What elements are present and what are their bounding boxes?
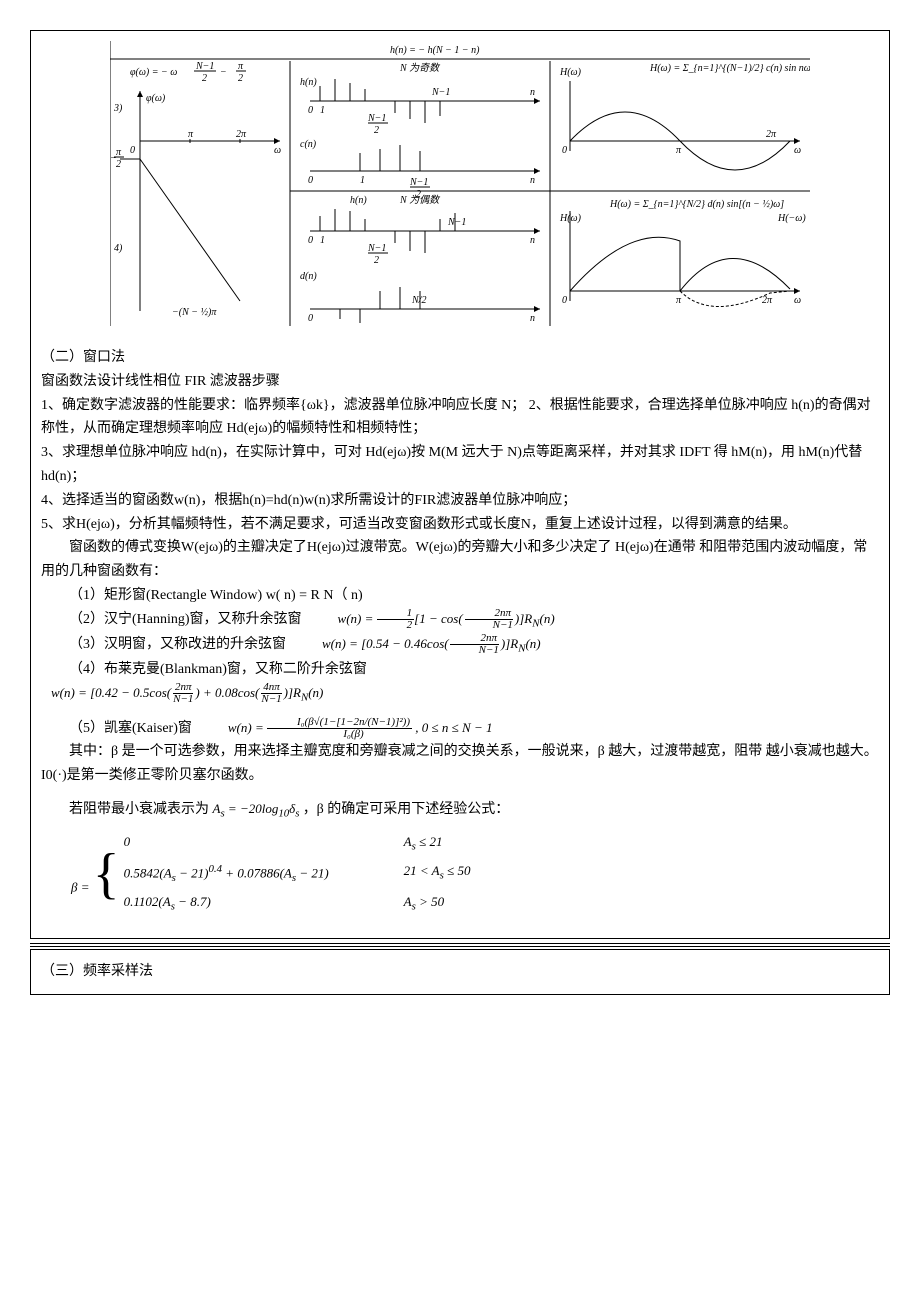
svg-text:2π: 2π	[766, 129, 777, 140]
svg-text:−(N − ½)π: −(N − ½)π	[172, 307, 217, 318]
w2-formula: w(n) = 12[1 − cos(2nπN−1)]RN(n)	[310, 608, 555, 633]
svg-text:N−1: N−1	[367, 113, 386, 124]
svg-text:N 为偶数: N 为偶数	[399, 194, 441, 206]
svg-text:c(n): c(n)	[300, 139, 317, 150]
sec2-title: （二）窗口法	[41, 346, 879, 370]
as-post: ，β 的确定可采用下述经验公式：	[303, 802, 510, 817]
fir-diagrams-svg: h(n) = − h(N − 1 − n) 3) 4) φ(ω) = − ω N…	[110, 41, 810, 326]
svg-text:h(n): h(n)	[350, 195, 367, 206]
window-1: （1）矩形窗(Rectangle Window) w( n) = R N（ n)	[41, 584, 879, 608]
step-1-2: 1、确定数字滤波器的性能要求：临界频率{ωk}，滤波器单位脉冲响应长度 N； 2…	[41, 394, 879, 442]
svg-text:H(ω): H(ω)	[559, 67, 582, 78]
w4-label: （4）布莱克曼(Blankman)窗，又称二阶升余弦窗	[41, 658, 879, 682]
svg-text:2π: 2π	[762, 295, 773, 306]
svg-text:0: 0	[308, 175, 313, 186]
page-frame-2: （三）频率采样法	[30, 949, 890, 995]
svg-text:N 为奇数: N 为奇数	[399, 62, 441, 74]
svg-text:π: π	[188, 129, 194, 140]
svg-text:2: 2	[116, 159, 121, 170]
svg-text:ω: ω	[794, 295, 801, 306]
section-2: （二）窗口法 窗函数法设计线性相位 FIR 滤波器步骤 1、确定数字滤波器的性能…	[41, 346, 879, 916]
svg-text:N−1: N−1	[447, 217, 466, 228]
step-3: 3、求理想单位脉冲响应 hd(n)，在实际计算中，可对 Hd(ejω)按 M(M…	[41, 441, 879, 489]
w4-formula: w(n) = [0.42 − 0.5cos(2nπN−1) + 0.08cos(…	[51, 682, 879, 707]
svg-text:ω: ω	[274, 145, 281, 156]
as-line: 若阻带最小衰减表示为 As = −20log10δs ，β 的确定可采用下述经验…	[41, 798, 879, 823]
svg-text:H(−ω): H(−ω)	[777, 213, 806, 224]
svg-text:0: 0	[562, 145, 567, 156]
case1-f: 0	[124, 831, 404, 856]
svg-text:n: n	[530, 235, 535, 246]
svg-text:2π: 2π	[236, 129, 247, 140]
svg-text:h(n): h(n)	[300, 77, 317, 88]
w3-label: （3）汉明窗，又称改进的升余弦窗	[41, 633, 286, 657]
as-formula: As = −20log10δs	[213, 801, 303, 816]
window-5: （5）凯塞(Kaiser)窗 w(n) = I₀(β√(1−[1−2n/(N−1…	[41, 717, 879, 741]
svg-text:h(n) = − h(N − 1 − n): h(n) = − h(N − 1 − n)	[390, 45, 480, 56]
svg-text:2: 2	[238, 73, 243, 84]
svg-text:n: n	[530, 313, 535, 324]
svg-text:4): 4)	[114, 243, 123, 254]
svg-text:n: n	[530, 175, 535, 186]
svg-text:N/2: N/2	[411, 295, 426, 306]
gap-rule-2	[30, 946, 890, 947]
svg-text:0: 0	[130, 145, 135, 156]
window-3: （3）汉明窗，又称改进的升余弦窗 w(n) = [0.54 − 0.46cos(…	[41, 633, 879, 658]
svg-text:N−1: N−1	[195, 61, 214, 72]
as-pre: 若阻带最小衰减表示为	[69, 802, 209, 817]
svg-text:ω: ω	[794, 145, 801, 156]
svg-text:φ(ω): φ(ω)	[146, 93, 166, 104]
svg-text:H(ω) = Σ_{n=1}^{N/2} d(n) sin[: H(ω) = Σ_{n=1}^{N/2} d(n) sin[(n − ½)ω]	[609, 199, 784, 210]
svg-text:N−1: N−1	[367, 243, 386, 254]
svg-text:n: n	[530, 87, 535, 98]
page-frame: h(n) = − h(N − 1 − n) 3) 4) φ(ω) = − ω N…	[30, 30, 890, 939]
svg-text:2: 2	[202, 73, 207, 84]
svg-text:2: 2	[374, 125, 379, 136]
window-para: 窗函数的傅式变换W(ejω)的主瓣决定了H(ejω)过渡带宽。W(ejω)的旁瓣…	[41, 536, 879, 584]
svg-text:1: 1	[320, 235, 325, 246]
svg-text:0: 0	[308, 105, 313, 116]
case1-c: As ≤ 21	[404, 831, 504, 856]
step-4: 4、选择适当的窗函数w(n)，根据h(n)=hd(n)w(n)求所需设计的FIR…	[41, 489, 879, 513]
svg-text:π: π	[676, 295, 682, 306]
window-2: （2）汉宁(Hanning)窗，又称升余弦窗 w(n) = 12[1 − cos…	[41, 608, 879, 633]
svg-text:−: −	[110, 153, 117, 164]
w5-label: （5）凯塞(Kaiser)窗	[41, 717, 192, 741]
beta-para: 其中：β 是一个可选参数，用来选择主瓣宽度和旁瓣衰减之间的交换关系，一般说来，β…	[41, 740, 879, 788]
brace-icon: {	[93, 846, 120, 902]
svg-text:d(n): d(n)	[300, 271, 317, 282]
svg-text:N−1: N−1	[409, 177, 428, 188]
sec3-title: （三）频率采样法	[41, 960, 879, 984]
svg-text:1: 1	[360, 175, 365, 186]
svg-text:1: 1	[320, 105, 325, 116]
case3-f: 0.1102(As − 8.7)	[124, 891, 404, 916]
svg-text:H(ω) = Σ_{n=1}^{(N−1)/2} c(n): H(ω) = Σ_{n=1}^{(N−1)/2} c(n) sin nω	[649, 63, 810, 74]
svg-text:π: π	[116, 147, 122, 158]
svg-text:−: −	[220, 67, 227, 78]
svg-text:0: 0	[308, 313, 313, 324]
case2-f: 0.5842(As − 21)0.4 + 0.07886(As − 21)	[124, 860, 404, 887]
beta-cases: β = { 0As ≤ 21 0.5842(As − 21)0.4 + 0.07…	[71, 831, 879, 916]
svg-text:0: 0	[308, 235, 313, 246]
w5-formula: w(n) = I₀(β√(1−[1−2n/(N−1)]²))I₀(β) , 0 …	[200, 717, 493, 741]
w2-label: （2）汉宁(Hanning)窗，又称升余弦窗	[41, 608, 302, 632]
sec2-subtitle: 窗函数法设计线性相位 FIR 滤波器步骤	[41, 370, 879, 394]
svg-text:3): 3)	[113, 103, 123, 114]
svg-text:0: 0	[562, 295, 567, 306]
case2-c: 21 < As ≤ 50	[404, 860, 504, 887]
svg-text:π: π	[238, 61, 244, 72]
gap-rule-1	[30, 943, 890, 944]
svg-text:π: π	[676, 145, 682, 156]
w3-formula: w(n) = [0.54 − 0.46cos(2nπN−1)]RN(n)	[294, 633, 541, 658]
svg-text:φ(ω) = − ω: φ(ω) = − ω	[130, 67, 177, 78]
step-5: 5、求H(ejω)，分析其幅频特性，若不满足要求，可适当改变窗函数形式或长度N，…	[41, 513, 879, 537]
diagram-block: h(n) = − h(N − 1 − n) 3) 4) φ(ω) = − ω N…	[41, 41, 879, 326]
cases-lhs: β =	[71, 880, 93, 895]
svg-text:N−1: N−1	[431, 87, 450, 98]
case3-c: As > 50	[404, 891, 504, 916]
svg-text:2: 2	[374, 255, 379, 266]
